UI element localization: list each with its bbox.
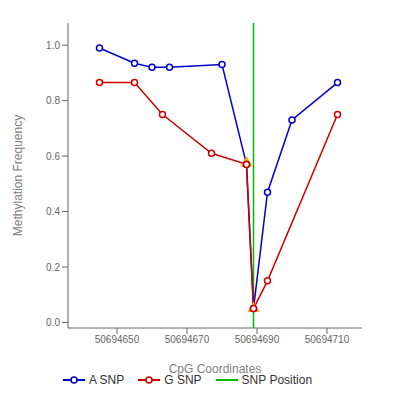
html-text:A SNP: A SNP [88, 373, 125, 387]
svg-text:50694710: 50694710 [305, 334, 350, 345]
svg-text:1.0: 1.0 [46, 40, 60, 51]
html-text:SNP Position: SNP Position [241, 373, 313, 387]
svg-text:0.8: 0.8 [46, 95, 60, 106]
svg-text:0.0: 0.0 [46, 317, 60, 328]
svg-text:0.4: 0.4 [46, 206, 60, 217]
svg-text:0.2: 0.2 [46, 262, 60, 273]
html-text:G SNP: G SNP [164, 373, 202, 387]
svg-text:50694670: 50694670 [165, 334, 210, 345]
svg-text:Methylation Frequency: Methylation Frequency [11, 115, 25, 236]
svg-text:0.6: 0.6 [46, 151, 60, 162]
svg-text:CpG Coordinates: CpG Coordinates [169, 362, 262, 376]
svg-text:50694690: 50694690 [235, 334, 280, 345]
svg-text:50694650: 50694650 [95, 334, 140, 345]
